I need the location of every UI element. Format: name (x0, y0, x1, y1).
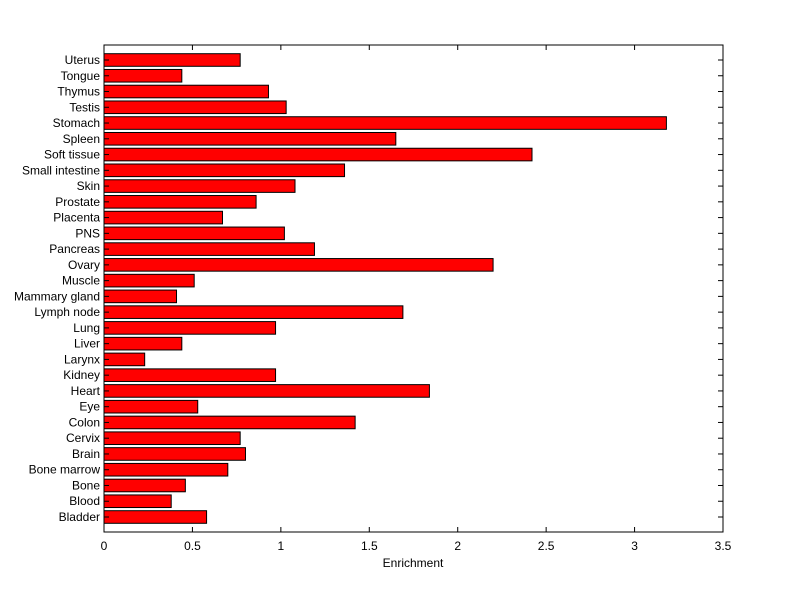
bar-skin (103, 179, 296, 193)
bar-bone-marrow (103, 462, 229, 477)
bar-heart (103, 384, 430, 398)
x-tick-label: 2 (454, 539, 461, 553)
axes-frame (103, 44, 724, 533)
bar-blood (103, 494, 172, 509)
y-tick-label: Brain (72, 447, 100, 461)
bar-lung (103, 321, 277, 335)
y-tick-label: Pancreas (49, 242, 100, 256)
y-tick-label: Lung (73, 321, 100, 335)
bar-colon (103, 415, 356, 430)
x-tick-label: 0.5 (184, 539, 201, 553)
bar-brain (103, 447, 246, 461)
bar-stomach (103, 116, 667, 130)
bar-cervix (103, 431, 241, 446)
y-tick-label: Prostate (55, 195, 100, 209)
y-tick-label: Testis (69, 100, 100, 114)
x-tick-labels: 0 0.5 1 1.5 2 2.5 3 3.5 (101, 539, 732, 553)
bar-mammary-gland (103, 289, 178, 304)
x-tick-label: 3 (631, 539, 638, 553)
y-tick-label: Heart (71, 384, 101, 398)
y-tick-label: Larynx (64, 352, 100, 366)
y-tick-label: Placenta (53, 211, 100, 225)
x-axis-label: Enrichment (383, 556, 444, 570)
y-tick-label: Small intestine (22, 163, 100, 177)
ticks-group (103, 45, 724, 532)
bar-spleen (103, 131, 397, 146)
y-tick-label: Cervix (66, 431, 100, 445)
bar-tongue (103, 68, 183, 83)
x-tick-label: 2.5 (538, 539, 555, 553)
bar-prostate (103, 195, 257, 209)
y-tick-label: Stomach (53, 116, 100, 130)
x-tick-label: 0 (101, 539, 108, 553)
y-tick-label: Lymph node (34, 305, 100, 319)
x-tick-label: 1 (278, 539, 285, 553)
bar-kidney (103, 368, 277, 382)
y-tick-label: Skin (77, 179, 100, 193)
bar-ovary (103, 258, 494, 272)
y-tick-label: Colon (69, 415, 100, 429)
bar-bone (103, 478, 186, 493)
x-tick-label: 3.5 (715, 539, 732, 553)
y-tick-label: Bone (72, 478, 100, 492)
bar-soft-tissue (103, 147, 533, 162)
bar-liver (103, 336, 183, 351)
x-tick-label: 1.5 (361, 539, 378, 553)
y-tick-label: Bladder (59, 510, 100, 524)
y-tick-label: Uterus (65, 53, 100, 67)
bar-placenta (103, 210, 223, 225)
y-tick-label: Soft tissue (44, 148, 100, 162)
y-tick-label: Tongue (61, 69, 101, 83)
bar-uterus (103, 53, 241, 67)
bar-muscle (103, 273, 195, 288)
y-tick-label: Spleen (63, 132, 100, 146)
y-tick-label: Blood (69, 494, 100, 508)
y-tick-label: PNS (75, 226, 100, 240)
bar-pns (103, 226, 285, 241)
y-tick-label: Liver (74, 337, 100, 351)
bar-bladder (103, 510, 208, 524)
y-tick-label: Bone marrow (29, 463, 101, 477)
y-tick-label: Kidney (63, 368, 100, 382)
bar-testis (103, 100, 287, 115)
bar-larynx (103, 352, 146, 367)
y-tick-label: Eye (79, 400, 100, 414)
bar-thymus (103, 84, 269, 99)
y-tick-label: Muscle (62, 274, 100, 288)
bar-eye (103, 399, 199, 414)
bar-small-intestine (103, 163, 346, 178)
y-tick-label: Ovary (68, 258, 100, 272)
y-tick-label: Mammary gland (14, 289, 100, 303)
y-tick-label: Thymus (57, 85, 100, 99)
bar-lymph-node (103, 305, 404, 319)
bar-pancreas (103, 242, 315, 256)
